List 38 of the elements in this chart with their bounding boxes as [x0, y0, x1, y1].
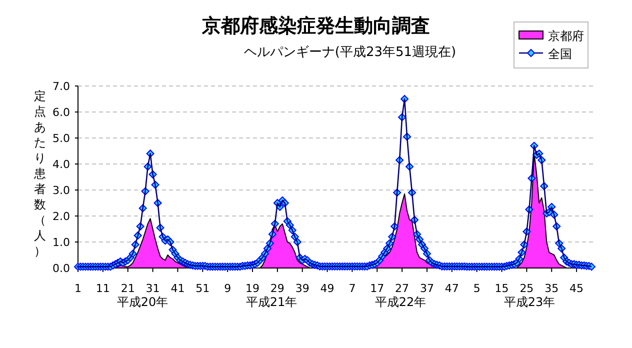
text: 平成22年	[374, 295, 426, 309]
x-tick-label: 25	[520, 282, 534, 295]
y-tick-label: 5.0	[52, 132, 70, 145]
x-tick-label: 29	[270, 282, 284, 295]
y-tick-label: 6.0	[52, 106, 70, 119]
y-tick-label: 0.0	[52, 262, 70, 275]
legend-label: 全国	[548, 47, 572, 61]
x-tick-label: 51	[196, 282, 210, 295]
y-tick-label: 2.0	[52, 210, 70, 223]
x-tick-label: 45	[570, 282, 584, 295]
y-tick-label: 4.0	[52, 158, 70, 171]
x-tick-label: 35	[544, 282, 559, 295]
x-tick-label: 11	[96, 282, 110, 295]
x-tick-label: 1	[74, 282, 82, 295]
x-tick-label: 19	[245, 282, 260, 295]
x-tick-label: 31	[146, 282, 160, 295]
x-tick-label: 7	[348, 282, 356, 295]
x-tick-label: 21	[120, 282, 135, 295]
x-tick-label: 37	[420, 282, 434, 295]
chart-subtitle: ヘルパンギーナ(平成23年51週現在)	[244, 45, 456, 60]
x-tick-label: 15	[494, 282, 509, 295]
text: 定点あたり患者数（人）	[34, 89, 46, 258]
x-tick-label: 27	[395, 282, 410, 295]
x-tick-label: 47	[444, 282, 459, 295]
x-tick-label: 49	[320, 282, 334, 295]
y-tick-label: 7.0	[52, 80, 70, 93]
y-tick-label: 1.0	[52, 236, 70, 249]
x-tick-label: 41	[170, 282, 185, 295]
x-tick-label: 39	[295, 282, 310, 295]
x-tick-label: 9	[224, 282, 232, 295]
legend-label: 京都府	[548, 29, 584, 43]
x-tick-label: 17	[370, 282, 384, 295]
text: 平成23年	[504, 295, 556, 309]
chart-title: 京都府感染症発生動向調査	[201, 15, 430, 37]
y-tick-label: 3.0	[52, 184, 70, 197]
text: 平成21年	[246, 295, 298, 309]
text: 平成20年	[116, 295, 168, 309]
x-tick-label: 5	[473, 282, 480, 295]
